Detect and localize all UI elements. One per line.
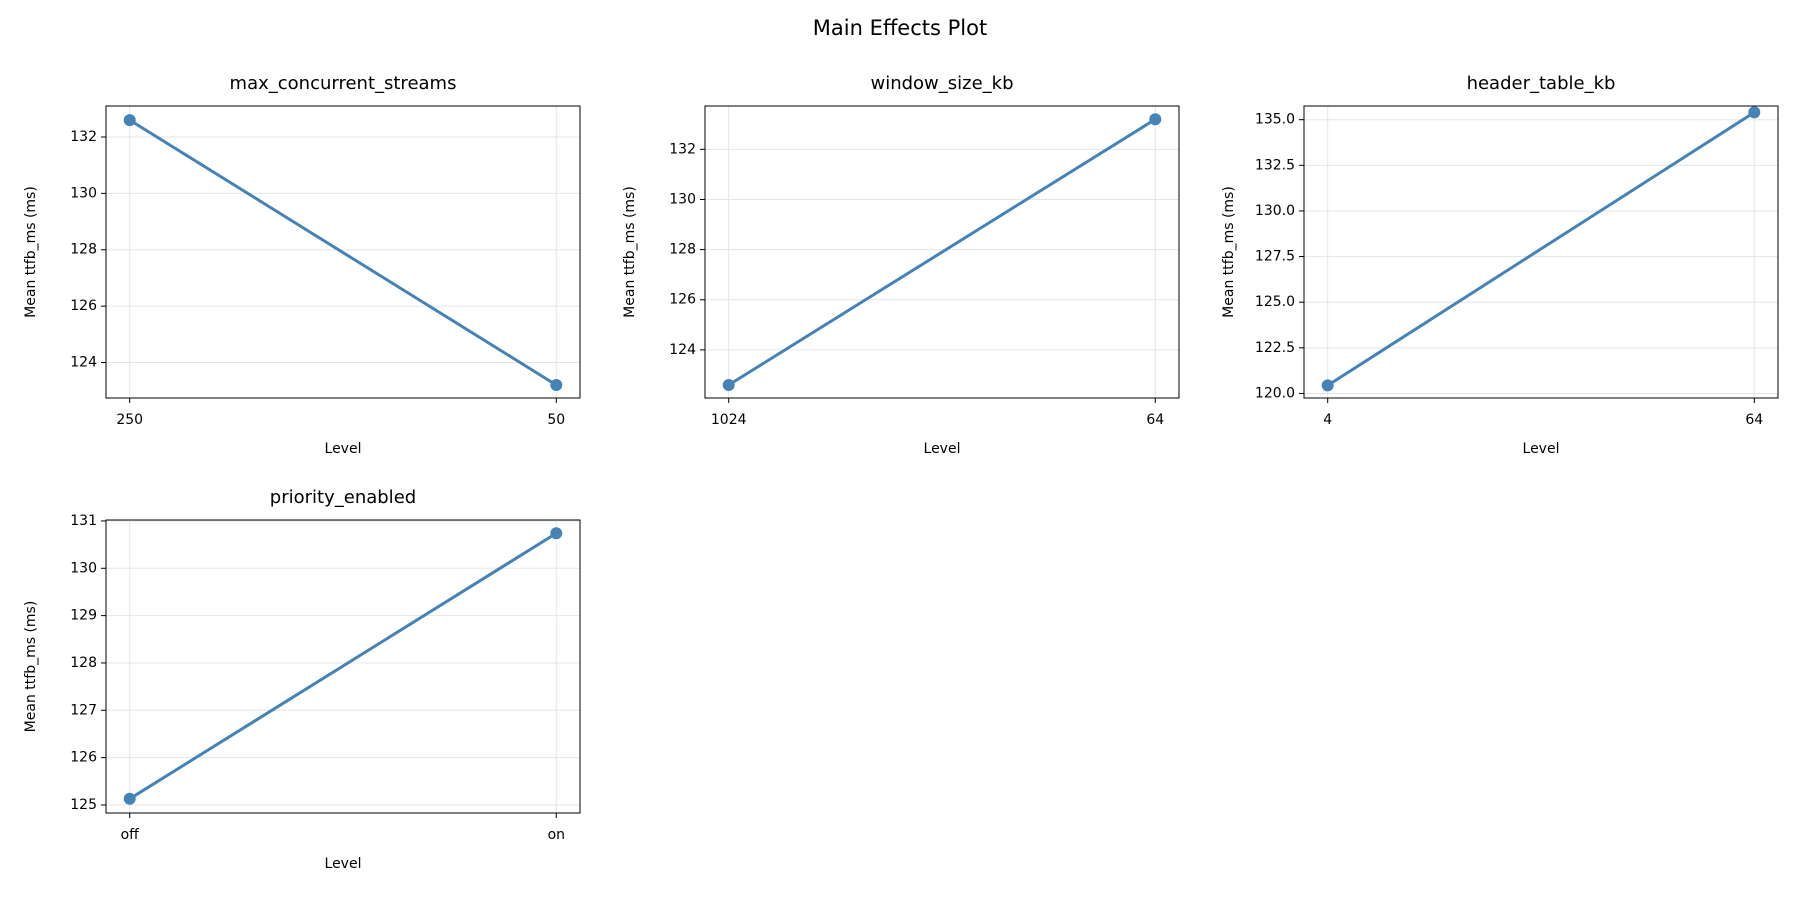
- y-tick-label: 130: [70, 185, 97, 201]
- point: [1321, 379, 1334, 392]
- y-tick-label: 124: [70, 354, 97, 370]
- subplot-title: header_table_kb: [1467, 73, 1616, 94]
- axes-frame: [105, 519, 581, 814]
- y-tick-label: 128: [669, 242, 696, 258]
- y-tick-label: 128: [70, 655, 97, 671]
- y-axis-label: Mean ttfb_ms (ms): [23, 601, 39, 733]
- y-tick-label: 126: [669, 292, 696, 308]
- x-axis-label: Level: [924, 441, 961, 457]
- x-tick-label: 64: [1745, 412, 1763, 428]
- x-tick-label: off: [121, 827, 140, 843]
- x-tick-label: 250: [116, 412, 143, 428]
- y-tick-label: 120.0: [1255, 385, 1295, 401]
- y-axis-label: Mean ttfb_ms (ms): [1221, 186, 1237, 318]
- y-tick-label: 127: [70, 702, 97, 718]
- y-axis-label: Mean ttfb_ms (ms): [23, 186, 39, 318]
- point: [722, 378, 735, 391]
- y-tick-label: 129: [70, 608, 97, 624]
- y-tick-label: 125: [70, 797, 97, 813]
- axes-frame: [704, 105, 1180, 399]
- x-tick-label: 4: [1323, 412, 1332, 428]
- axes-frame: [105, 105, 581, 399]
- point: [123, 792, 136, 805]
- y-tick-label: 130: [70, 560, 97, 576]
- point: [550, 527, 563, 540]
- y-tick-label: 124: [669, 342, 696, 358]
- x-tick-label: 64: [1146, 412, 1164, 428]
- y-tick-label: 130.0: [1255, 203, 1295, 219]
- point: [1149, 113, 1162, 126]
- x-tick-label: 1024: [711, 412, 747, 428]
- y-axis-label: Mean ttfb_ms (ms): [622, 186, 638, 318]
- line: [727, 118, 1157, 387]
- subplot-title: priority_enabled: [270, 487, 416, 508]
- point: [550, 379, 563, 392]
- x-tick-label: on: [548, 827, 565, 843]
- y-tick-label: 132.5: [1255, 157, 1295, 173]
- y-tick-label: 130: [669, 191, 696, 207]
- figure-title: Main Effects Plot: [813, 16, 987, 40]
- line: [128, 531, 558, 801]
- line: [128, 118, 558, 387]
- y-tick-label: 128: [70, 242, 97, 258]
- y-tick-label: 135.0: [1255, 112, 1295, 128]
- y-tick-label: 132: [669, 141, 696, 157]
- y-tick-label: 126: [70, 298, 97, 314]
- x-tick-label: 50: [547, 412, 565, 428]
- point: [123, 114, 136, 127]
- y-tick-label: 125.0: [1255, 294, 1295, 310]
- subplot-title: window_size_kb: [870, 73, 1013, 94]
- subplot-title: max_concurrent_streams: [230, 73, 457, 94]
- y-tick-label: 132: [70, 129, 97, 145]
- x-axis-label: Level: [325, 856, 362, 872]
- x-axis-label: Level: [325, 441, 362, 457]
- y-tick-label: 122.5: [1255, 340, 1295, 356]
- y-tick-label: 126: [70, 750, 97, 766]
- y-tick-label: 127.5: [1255, 249, 1295, 265]
- x-axis-label: Level: [1523, 441, 1560, 457]
- y-tick-label: 131: [70, 513, 97, 529]
- axes-frame: [1303, 105, 1779, 399]
- point: [1748, 106, 1761, 119]
- line: [1326, 111, 1756, 387]
